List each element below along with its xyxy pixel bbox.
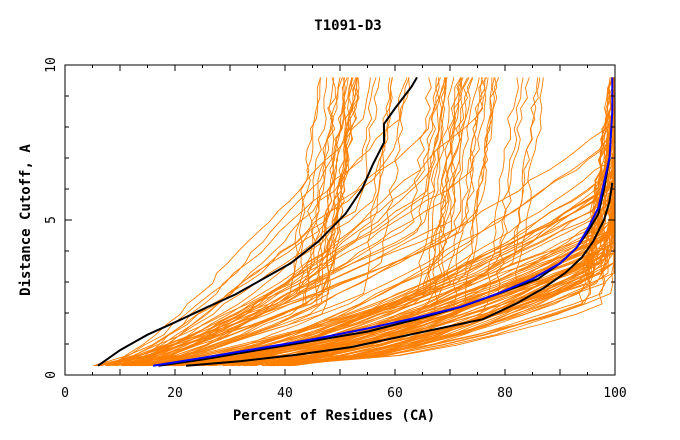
y-tick-label: 0 bbox=[44, 371, 59, 379]
x-tick-label: 80 bbox=[497, 386, 513, 401]
background-curve bbox=[117, 77, 408, 367]
background-curve bbox=[93, 77, 441, 367]
background-curve bbox=[131, 77, 354, 367]
background-curve bbox=[107, 77, 463, 367]
background-curve bbox=[121, 77, 440, 367]
background-curve bbox=[122, 77, 468, 367]
background-curve bbox=[106, 77, 346, 367]
background-curve bbox=[98, 77, 487, 367]
background-curve bbox=[132, 77, 615, 367]
background-curve bbox=[131, 77, 448, 367]
background-curve bbox=[121, 77, 486, 367]
background-curve bbox=[95, 77, 488, 367]
y-tick-label: 10 bbox=[44, 57, 59, 73]
background-curve bbox=[191, 77, 615, 367]
background-curve bbox=[100, 77, 463, 367]
background-curve bbox=[139, 77, 615, 367]
series-line-1 bbox=[97, 76, 418, 367]
background-curve bbox=[107, 77, 358, 367]
background-curve bbox=[101, 77, 321, 367]
background-curve bbox=[177, 77, 462, 367]
background-curve bbox=[138, 77, 480, 367]
background-curve bbox=[229, 77, 615, 367]
background-curve bbox=[124, 77, 359, 367]
y-axis-label: Distance Cutoff, A bbox=[18, 144, 34, 296]
x-axis-label: Percent of Residues (CA) bbox=[233, 408, 435, 424]
x-tick-label: 60 bbox=[387, 386, 403, 401]
y-tick-label: 5 bbox=[44, 216, 59, 224]
series-line-3 bbox=[185, 182, 614, 367]
background-curve bbox=[131, 77, 349, 367]
background-curves bbox=[93, 77, 615, 367]
background-curve bbox=[105, 77, 410, 367]
background-curve bbox=[168, 77, 470, 367]
background-curve bbox=[106, 77, 321, 367]
background-curve bbox=[122, 77, 336, 367]
background-curve bbox=[139, 77, 493, 367]
background-curve bbox=[131, 77, 335, 367]
series-line-4 bbox=[152, 77, 614, 367]
x-tick-label: 0 bbox=[61, 386, 69, 401]
background-curve bbox=[161, 77, 462, 367]
background-curve bbox=[111, 77, 371, 367]
background-curve bbox=[177, 77, 615, 367]
chart-title: T1091-D3 bbox=[314, 18, 381, 34]
x-tick-label: 20 bbox=[167, 386, 183, 401]
background-curve bbox=[97, 77, 348, 367]
background-curve bbox=[93, 77, 410, 367]
axes: 0 20 40 60 80 100 0 5 10 bbox=[44, 57, 627, 401]
background-curve bbox=[128, 77, 391, 367]
background-curve bbox=[127, 77, 341, 367]
background-curve bbox=[129, 77, 489, 367]
x-tick-label: 40 bbox=[277, 386, 293, 401]
background-curve bbox=[123, 77, 455, 367]
x-tick-label: 100 bbox=[603, 386, 626, 401]
highlight-curves bbox=[97, 76, 614, 367]
background-curve bbox=[134, 77, 393, 367]
background-curve bbox=[115, 77, 343, 367]
